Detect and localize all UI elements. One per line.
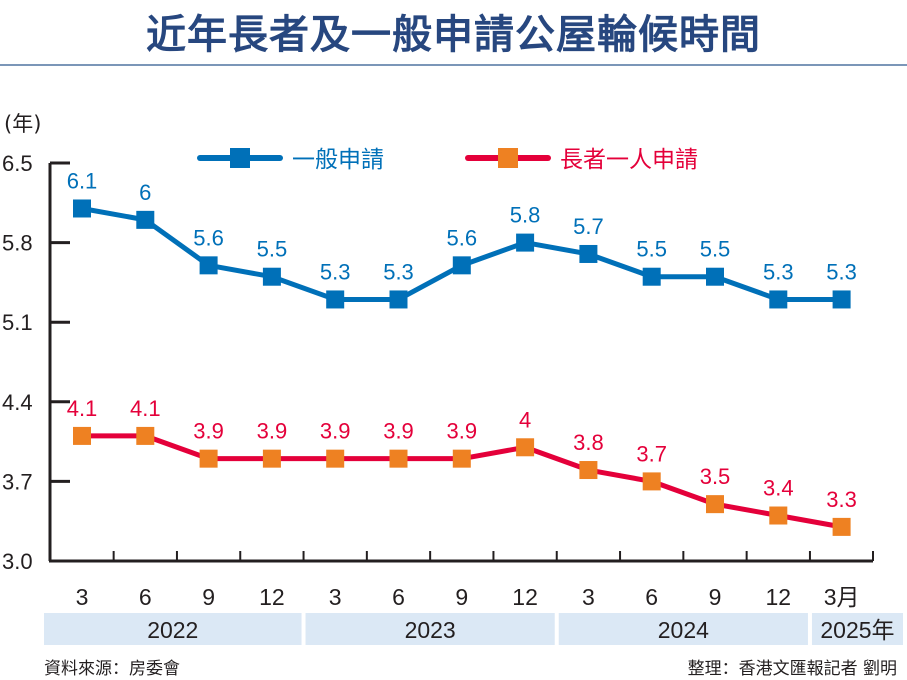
data-point-marker (452, 449, 471, 468)
data-label: 6.1 (67, 168, 98, 193)
x-tick-label: 3 (76, 584, 89, 610)
data-point-marker (706, 495, 724, 514)
year-band-label: 2022 (147, 617, 198, 643)
data-point-marker (136, 210, 155, 229)
data-point-marker (326, 290, 345, 309)
x-tick-label: 3 (329, 584, 342, 610)
data-label: 3.7 (636, 441, 667, 466)
year-band-label: 2023 (405, 617, 456, 643)
data-label: 3.5 (700, 464, 731, 489)
y-axis-ticks: 6.5 5.8 5.1 4.4 3.7 3.0 (2, 151, 70, 574)
data-label: 5.6 (447, 225, 478, 250)
data-point-marker (262, 449, 281, 468)
data-label: 3.4 (763, 476, 794, 501)
data-point-marker (326, 449, 345, 468)
data-label: 5.7 (573, 214, 604, 239)
x-tick-label: 12 (512, 584, 538, 610)
year-band (44, 613, 302, 645)
chart-title: 近年長者及一般申請公屋輪候時間 (146, 12, 761, 58)
x-tick-label: 3 (582, 584, 595, 610)
x-tick-label: 6 (139, 584, 152, 610)
year-band (811, 613, 903, 645)
series-layer: 6.1 6 5.6 5.5 5.3 5.3 5.6 5.8 5.7 5.5 5.5 5.3 5.3 4.1… (67, 168, 857, 536)
x-tick-label: 6 (645, 584, 658, 610)
x-tick-label: 9 (709, 584, 722, 610)
data-point-marker (706, 267, 724, 286)
data-label: 5.3 (383, 259, 414, 284)
y-tick-label: 4.4 (2, 390, 33, 415)
data-label: 3.9 (383, 419, 414, 444)
data-label: 5.5 (700, 237, 731, 262)
series-general: 6.1 6 5.6 5.5 5.3 5.3 5.6 5.8 5.7 5.5 5.5 5.3 5.3 (67, 168, 857, 309)
y-tick-label: 5.8 (2, 231, 33, 256)
data-point-marker (642, 267, 661, 286)
data-label: 5.3 (826, 259, 857, 284)
data-label: 6 (139, 180, 151, 205)
data-point-marker (769, 290, 788, 309)
x-tick-label: 12 (259, 584, 285, 610)
year-band-label: 2025年 (820, 617, 894, 643)
legend-marker-swatch (498, 148, 518, 168)
data-point-marker (642, 472, 661, 491)
axes (48, 163, 874, 563)
legend-item: 一般申請 (197, 147, 384, 173)
data-label: 5.6 (193, 225, 224, 250)
data-label: 5.8 (510, 203, 541, 228)
data-point-marker (73, 426, 91, 445)
legend-item: 長者一人申請 (465, 147, 698, 173)
data-label: 5.5 (257, 237, 288, 262)
data-point-marker (389, 449, 408, 468)
legend-marker-swatch (230, 148, 250, 168)
data-point-marker (769, 506, 788, 525)
data-label: 3.9 (193, 419, 224, 444)
data-label: 4.1 (67, 396, 98, 421)
credit-note: 整理：香港文匯報記者 劉明 (687, 659, 897, 679)
data-label: 3.9 (320, 419, 351, 444)
data-point-marker (199, 449, 218, 468)
legend: 一般申請 長者一人申請 (197, 147, 698, 173)
x-tick-label: 6 (392, 584, 405, 610)
data-point-marker (452, 256, 471, 275)
year-bands: 2022 2023 2024 2025年 (44, 613, 903, 645)
x-tick-label: 3月 (824, 584, 860, 610)
x-tick-label: 12 (766, 584, 792, 610)
year-band (558, 613, 808, 645)
data-label: 3.9 (257, 419, 288, 444)
data-point-marker (832, 517, 851, 536)
data-point-marker (579, 244, 598, 263)
y-tick-label: 3.7 (2, 469, 33, 494)
data-point-marker (579, 461, 598, 480)
data-point-marker (832, 290, 851, 309)
data-point-marker (516, 233, 535, 252)
y-tick-label: 6.5 (2, 151, 33, 176)
data-point-marker (199, 256, 218, 275)
data-point-marker (73, 199, 91, 218)
year-band (305, 613, 555, 645)
data-label: 5.3 (320, 259, 351, 284)
y-tick-label: 3.0 (2, 549, 33, 574)
data-label: 5.5 (636, 237, 667, 262)
legend-label: 一般申請 (292, 147, 384, 173)
data-label: 4.1 (130, 396, 161, 421)
source-note: 資料來源：房委會 (44, 659, 180, 679)
data-point-marker (516, 438, 535, 457)
x-tick-label: 9 (202, 584, 215, 610)
data-label: 3.9 (447, 419, 478, 444)
data-label: 4 (519, 407, 531, 432)
y-axis-unit-label: (年) (4, 112, 41, 136)
data-point-marker (136, 426, 155, 445)
title-divider (0, 64, 907, 66)
x-axis-ticks: 3 6 9 12 3 6 9 12 3 6 9 12 3月 (76, 551, 860, 610)
year-band-label: 2024 (658, 617, 709, 643)
data-label: 3.3 (826, 487, 857, 512)
x-tick-label: 9 (455, 584, 468, 610)
data-point-marker (262, 267, 281, 286)
data-point-marker (389, 290, 408, 309)
data-label: 3.8 (573, 430, 604, 455)
legend-label: 長者一人申請 (560, 147, 698, 173)
series-elderly: 4.1 4.1 3.9 3.9 3.9 3.9 3.9 4 3.8 3.7 3.5 3.4 3.3 (67, 396, 857, 536)
y-tick-label: 5.1 (2, 310, 33, 335)
data-label: 5.3 (763, 259, 794, 284)
